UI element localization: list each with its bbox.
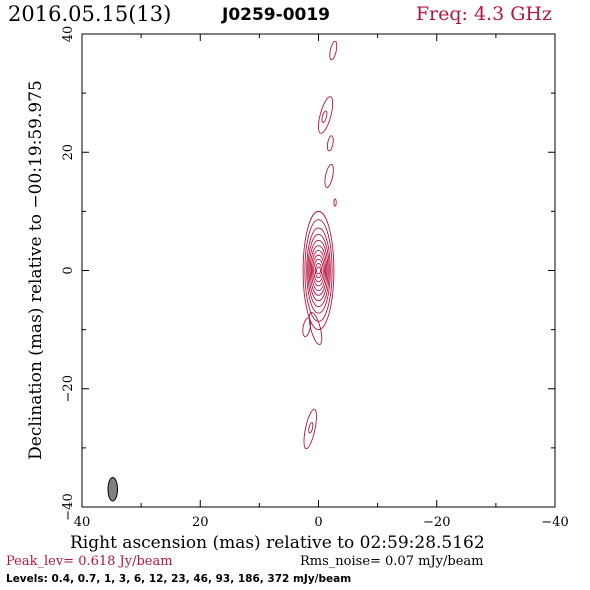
peak-level: Peak_lev= 0.618 Jy/beam xyxy=(6,554,173,569)
beam-ellipse xyxy=(107,476,118,502)
core-contour xyxy=(314,262,323,279)
y-tick-label: 40 xyxy=(61,26,76,43)
y-axis-label: Declination (mas) relative to −00:19:59.… xyxy=(26,80,46,460)
core-contour xyxy=(310,249,327,292)
rms-noise: Rms_noise= 0.07 mJy/beam xyxy=(300,554,484,569)
core-contour xyxy=(309,245,328,296)
jet-component-contour xyxy=(326,135,334,152)
plot-frame xyxy=(81,33,556,508)
x-tick-label: −20 xyxy=(423,515,450,530)
jet-component-contour xyxy=(303,408,317,450)
x-tick-label: 40 xyxy=(74,515,91,530)
jet-component-contour xyxy=(308,311,323,345)
x-tick-label: −40 xyxy=(541,515,568,530)
core-contour xyxy=(302,210,335,331)
core-contour xyxy=(312,254,325,287)
contour-layer xyxy=(302,40,338,450)
jet-component-contour xyxy=(324,163,334,188)
x-axis-label: Right ascension (mas) relative to 02:59:… xyxy=(70,533,485,553)
y-tick-label: 20 xyxy=(61,144,76,161)
x-tick-label: 0 xyxy=(314,515,322,530)
y-tick-label: 0 xyxy=(61,266,76,274)
core-contour xyxy=(306,227,331,314)
contour-levels: Levels: 0.4, 0.7, 1, 3, 6, 12, 23, 46, 9… xyxy=(6,573,352,585)
jet-component-contour xyxy=(329,40,338,61)
x-tick-label: 20 xyxy=(192,515,209,530)
jet-component-contour xyxy=(318,96,334,134)
axis-tick-labels: 40 20 0 −20 −40 −40 −20 0 20 40 xyxy=(61,26,569,530)
core-contour xyxy=(307,233,330,308)
observation-date: 2016.05.15(13) xyxy=(8,2,172,26)
axis-ticks xyxy=(81,33,556,508)
jet-component-contour xyxy=(308,422,314,434)
jet-component-contour xyxy=(321,110,328,123)
core-contour xyxy=(308,239,329,302)
source-name: J0259-0019 xyxy=(222,5,331,25)
jet-component-contour xyxy=(333,198,337,207)
frequency-label: Freq: 4.3 GHz xyxy=(415,3,552,25)
beam-layer xyxy=(107,476,118,502)
y-tick-label: −40 xyxy=(61,493,76,520)
core-contour xyxy=(313,258,324,283)
y-tick-label: −20 xyxy=(61,375,76,402)
core-contour xyxy=(315,266,322,275)
